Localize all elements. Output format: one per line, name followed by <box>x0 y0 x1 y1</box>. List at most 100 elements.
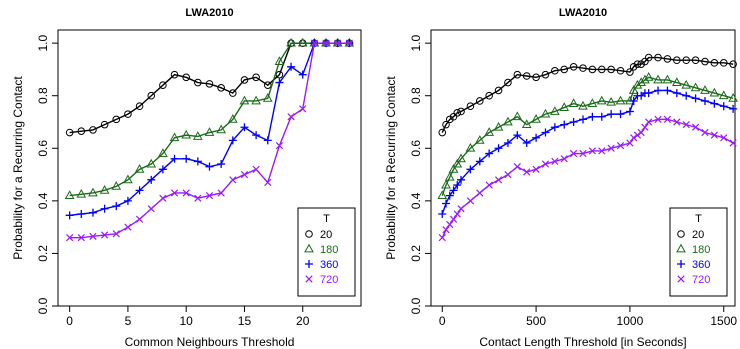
data-point <box>531 114 541 123</box>
data-point <box>205 80 214 88</box>
data-point <box>633 60 642 68</box>
y-tick-label: 0.0 <box>36 297 50 314</box>
data-point <box>263 81 272 89</box>
y-tick-label: 0.2 <box>409 245 423 262</box>
data-point <box>192 131 203 140</box>
data-point <box>729 60 737 68</box>
data-point <box>100 204 109 213</box>
x-axis-label: Contact Length Threshold [in Seconds] <box>479 335 686 349</box>
data-point <box>345 39 353 47</box>
data-point <box>541 160 550 168</box>
data-point <box>662 74 673 84</box>
data-point <box>588 112 597 121</box>
data-point <box>710 131 718 139</box>
plot-frame <box>57 29 362 307</box>
data-point <box>513 163 521 171</box>
y-tick-label: 0.4 <box>409 192 423 209</box>
legend-marker <box>305 260 313 268</box>
data-point <box>124 223 132 231</box>
data-point <box>446 220 454 229</box>
data-point <box>449 215 458 223</box>
data-point <box>628 85 639 94</box>
data-point <box>228 136 237 145</box>
data-point <box>135 215 144 223</box>
data-point <box>728 93 738 102</box>
chart-panel-1: LWA2010 0 5 10 15 20 0.0 0.2 0.4 0.6 0.8 1.0 Common … <box>11 7 362 349</box>
data-point <box>644 89 653 98</box>
legend-label: 360 <box>692 259 710 271</box>
legend-label: 20 <box>692 229 704 241</box>
data-point <box>112 230 120 238</box>
data-point <box>633 131 642 139</box>
data-point <box>112 115 121 124</box>
data-point <box>135 186 144 195</box>
x-tick-label: 0 <box>439 314 446 328</box>
data-point <box>448 163 459 173</box>
data-point <box>275 78 284 87</box>
data-point <box>438 128 447 137</box>
data-point <box>193 157 202 166</box>
data-point <box>240 170 249 179</box>
data-point <box>252 73 260 82</box>
data-point <box>299 105 307 113</box>
data-point <box>287 113 295 121</box>
data-point <box>513 70 522 79</box>
legend-label: 720 <box>320 274 338 286</box>
data-point <box>672 89 681 98</box>
data-point <box>453 109 462 117</box>
data-point <box>229 89 237 97</box>
data-point <box>475 157 484 166</box>
legend: T 20 180 360 720 <box>669 207 728 297</box>
data-point <box>691 123 700 131</box>
chart-title: LWA2010 <box>185 7 233 19</box>
data-point <box>616 142 625 150</box>
data-point <box>682 56 691 65</box>
data-point <box>629 96 638 105</box>
series-360 <box>438 86 738 218</box>
data-point <box>89 232 97 240</box>
data-point <box>578 100 588 110</box>
data-point <box>76 188 87 198</box>
data-point <box>503 116 513 126</box>
data-point <box>587 98 598 107</box>
data-point <box>310 39 319 47</box>
data-point <box>65 128 74 137</box>
data-point <box>240 76 249 84</box>
y-tick-label: 1.0 <box>36 34 50 51</box>
data-point <box>654 53 662 62</box>
chart-title: LWA2010 <box>559 7 607 19</box>
data-point <box>475 97 484 105</box>
data-point <box>466 102 475 111</box>
legend-label: 180 <box>692 244 710 256</box>
data-point <box>588 65 597 74</box>
data-point <box>598 147 606 155</box>
data-point <box>673 118 681 126</box>
data-point <box>205 191 214 200</box>
data-point <box>252 131 261 140</box>
x-tick-label: 15 <box>238 314 252 328</box>
legend-marker <box>676 243 686 253</box>
data-point <box>579 115 587 124</box>
data-point <box>438 210 447 218</box>
data-point <box>449 186 458 195</box>
data-point <box>654 86 663 95</box>
data-point <box>560 120 569 129</box>
legend-marker <box>677 230 685 238</box>
data-point <box>170 70 179 79</box>
data-point <box>637 60 645 68</box>
data-point <box>453 210 461 218</box>
y-tick-label: 1.0 <box>409 34 423 51</box>
data-point <box>700 96 709 105</box>
data-point <box>522 72 531 80</box>
data-point <box>640 74 650 84</box>
data-point <box>217 160 226 169</box>
x-axis-label: Common Neighbours Threshold <box>125 335 295 349</box>
data-point <box>64 190 75 199</box>
data-point <box>588 147 597 155</box>
data-point <box>616 110 625 119</box>
data-point <box>275 70 284 79</box>
data-point <box>474 135 485 144</box>
data-point <box>663 86 672 95</box>
data-point <box>452 158 463 168</box>
series-180 <box>437 71 738 199</box>
